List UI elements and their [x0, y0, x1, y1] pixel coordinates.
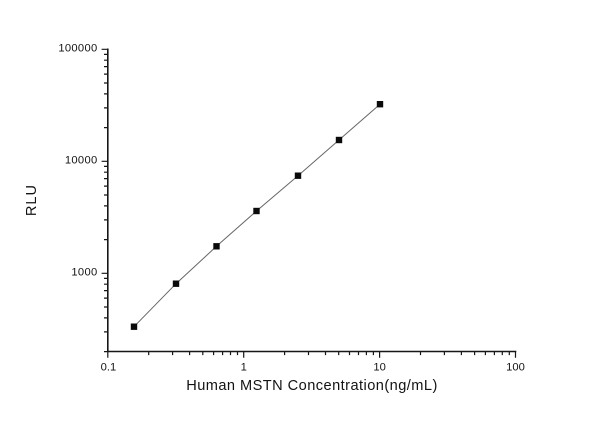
svg-text:100000: 100000	[58, 42, 97, 54]
svg-text:1: 1	[241, 362, 247, 374]
svg-text:10: 10	[373, 362, 385, 374]
svg-text:10000: 10000	[65, 154, 98, 166]
svg-text:Human MSTN Concentration(ng/mL: Human MSTN Concentration(ng/mL)	[186, 378, 438, 394]
svg-text:RLU: RLU	[24, 184, 40, 216]
svg-text:100: 100	[506, 362, 525, 374]
svg-text:1000: 1000	[71, 266, 97, 278]
svg-text:0.1: 0.1	[101, 362, 117, 374]
